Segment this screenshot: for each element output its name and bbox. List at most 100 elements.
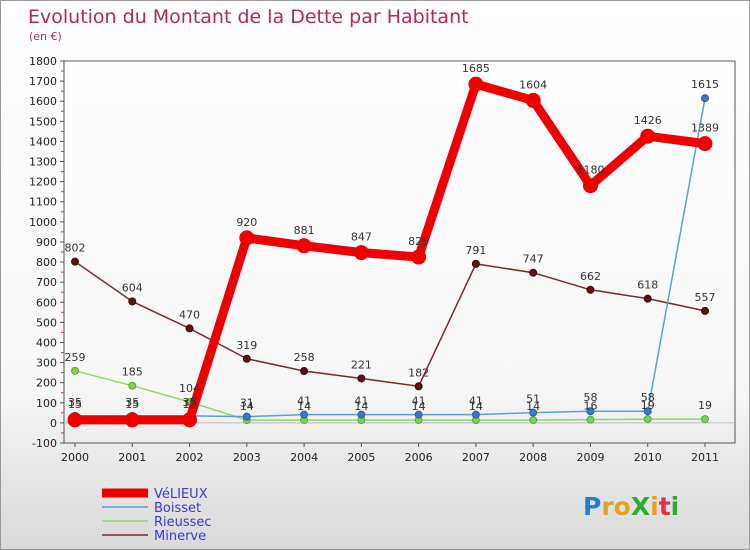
y-tick-label: 300 <box>36 357 57 370</box>
x-tick-label: 2000 <box>61 451 89 464</box>
data-point-v-lieux <box>353 245 369 261</box>
data-label-rieussec: 14 <box>526 400 540 413</box>
data-point-minerve <box>586 285 595 294</box>
plot-area: -100 0 100 200 300 400 500 600 700 800 900 1000 1100… <box>29 55 736 464</box>
x-tick-label: 2009 <box>576 451 604 464</box>
data-label-minerve: 802 <box>65 242 86 255</box>
data-point-minerve <box>185 324 194 333</box>
data-point-minerve <box>701 306 709 315</box>
data-label-rieussec: 19 <box>641 399 655 412</box>
data-label-rieussec: 259 <box>65 351 86 364</box>
series-line-v-lieux <box>70 79 710 425</box>
data-label-boisset: 35 <box>183 396 197 409</box>
data-point-minerve <box>71 257 79 266</box>
y-tick-label: 1800 <box>29 55 57 68</box>
data-point-v-lieux <box>67 412 83 428</box>
data-label-rieussec: 14 <box>297 400 311 413</box>
legend-label-boisset: Boisset <box>154 501 201 516</box>
y-tick-label: 1400 <box>29 135 57 148</box>
logo-letter: P <box>583 492 601 521</box>
data-label-minerve: 182 <box>408 366 429 379</box>
data-label-minerve: 662 <box>580 270 601 283</box>
y-tick-label: 1500 <box>29 115 57 128</box>
data-point-v-lieux <box>296 238 312 254</box>
y-tick-label: 1600 <box>29 95 57 108</box>
data-label-v-lieux: 1180 <box>576 164 604 177</box>
data-point-boisset <box>643 407 652 416</box>
y-tick-label: 500 <box>36 316 57 329</box>
data-point-boisset <box>471 410 480 419</box>
data-label-boisset: 1615 <box>691 78 719 91</box>
data-label-minerve: 258 <box>294 351 315 364</box>
data-label-v-lieux: 15 <box>125 398 139 411</box>
data-point-rieussec <box>529 416 538 425</box>
x-tick-label: 2008 <box>519 451 547 464</box>
data-point-boisset <box>701 94 709 103</box>
data-point-rieussec <box>701 415 709 424</box>
x-tick-label: 2010 <box>634 451 662 464</box>
data-label-v-lieux: 15 <box>183 398 197 411</box>
data-point-minerve <box>128 297 137 306</box>
data-label-minerve: 470 <box>179 308 200 321</box>
data-point-rieussec <box>71 366 79 375</box>
data-label-rieussec: 185 <box>122 366 143 379</box>
data-label-v-lieux: 825 <box>408 235 429 248</box>
data-label-v-lieux: 881 <box>294 224 315 237</box>
x-tick-label: 2005 <box>347 451 375 464</box>
x-tick-label: 2011 <box>691 451 719 464</box>
data-point-rieussec <box>643 415 652 424</box>
data-point-v-lieux <box>525 92 541 108</box>
chart-subtitle: (en €) <box>29 30 62 43</box>
data-label-rieussec: 104 <box>179 382 200 395</box>
logo-letter: r <box>601 492 614 521</box>
chart-title: Evolution du Montant de la Dette par Hab… <box>28 6 469 28</box>
logo-letter: i <box>671 492 680 521</box>
y-tick-label: 100 <box>36 397 57 410</box>
data-label-boisset: 35 <box>68 396 82 409</box>
logo-letter: t <box>659 492 671 521</box>
y-tick-label: 1100 <box>29 196 57 209</box>
data-point-boisset <box>242 412 251 421</box>
data-label-rieussec: 16 <box>583 400 597 413</box>
data-point-v-lieux <box>182 412 198 428</box>
data-point-v-lieux <box>582 178 598 194</box>
data-label-v-lieux: 15 <box>68 398 82 411</box>
logo-letter: X <box>631 492 650 521</box>
data-point-v-lieux <box>640 128 656 144</box>
legend-label-rieussec: Rieussec <box>154 515 212 530</box>
data-label-v-lieux: 847 <box>351 231 372 244</box>
data-label-rieussec: 14 <box>469 400 483 413</box>
logo-letter: o <box>614 492 631 521</box>
y-tick-label: 1700 <box>29 75 57 88</box>
data-label-boisset: 41 <box>297 395 311 408</box>
x-tick-label: 2001 <box>118 451 146 464</box>
data-label-rieussec: 14 <box>240 400 254 413</box>
data-point-rieussec <box>128 381 137 390</box>
data-point-boisset <box>586 407 595 416</box>
data-label-boisset: 41 <box>412 395 426 408</box>
x-tick-label: 2007 <box>462 451 490 464</box>
data-point-minerve <box>357 374 366 383</box>
y-tick-label: 800 <box>36 256 57 269</box>
data-point-minerve <box>414 382 423 391</box>
x-tick-label: 2006 <box>405 451 433 464</box>
data-point-minerve <box>242 354 251 363</box>
y-tick-label: 1000 <box>29 216 57 229</box>
data-point-minerve <box>471 259 480 268</box>
data-label-rieussec: 14 <box>412 400 426 413</box>
data-label-boisset: 58 <box>641 391 655 404</box>
data-label-minerve: 791 <box>465 244 486 257</box>
data-label-minerve: 604 <box>122 281 143 294</box>
data-label-v-lieux: 1426 <box>634 114 662 127</box>
legend-label-v-lieux: VéLIEUX <box>154 487 208 502</box>
data-point-minerve <box>643 294 652 303</box>
y-tick-label: 900 <box>36 236 57 249</box>
logo-text: ProXiti <box>583 492 679 521</box>
proxiti-logo: ProXiti <box>583 492 679 521</box>
data-label-minerve: 221 <box>351 358 372 371</box>
y-tick-label: 1200 <box>29 176 57 189</box>
data-label-boisset: 51 <box>526 393 540 406</box>
x-tick-label: 2004 <box>290 451 318 464</box>
